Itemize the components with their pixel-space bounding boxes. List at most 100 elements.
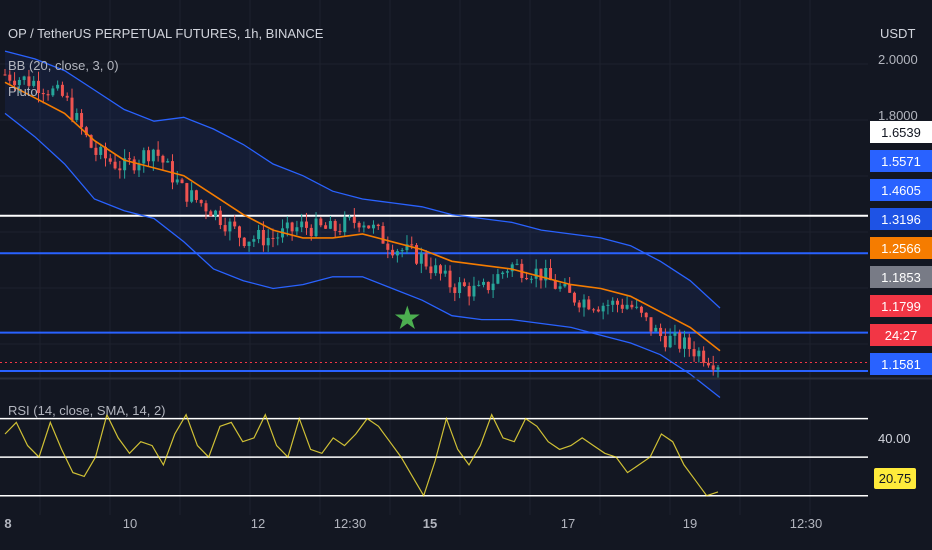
- candle-body: [558, 286, 562, 289]
- candle-body: [324, 225, 328, 229]
- candle-body: [553, 280, 557, 289]
- price-label-bg: [870, 179, 932, 201]
- pluto-indicator-label[interactable]: Pluto: [8, 84, 38, 99]
- price-label-text: 1.5571: [881, 154, 921, 169]
- candle-body: [218, 210, 222, 226]
- candle-body: [194, 190, 198, 200]
- candle-body: [94, 147, 98, 155]
- candle-body: [257, 230, 261, 240]
- candle-body: [702, 350, 706, 363]
- candle-body: [467, 286, 471, 297]
- candle-body: [156, 149, 160, 156]
- candle-body: [56, 84, 60, 89]
- time-axis[interactable]: 8 10 12 12:30 15 17 19 12:30: [4, 516, 822, 531]
- candle-body: [644, 312, 648, 318]
- bb-lower-line: [4, 112, 721, 399]
- candle-body: [84, 127, 88, 136]
- candle-body: [649, 317, 653, 332]
- rsi-line: [4, 412, 719, 498]
- candle-body: [582, 299, 586, 308]
- candle-body: [587, 299, 591, 310]
- candle-body: [118, 168, 122, 171]
- candle-body: [371, 224, 375, 229]
- candle-body: [529, 278, 533, 280]
- candle-body: [237, 226, 241, 238]
- candle-body: [572, 292, 576, 303]
- candle-body: [611, 300, 615, 305]
- bb-indicator-label[interactable]: BB (20, close, 3, 0): [8, 58, 119, 73]
- candle-body: [309, 227, 313, 237]
- candle-body: [568, 283, 572, 293]
- candle-body: [525, 277, 529, 280]
- candle-body: [438, 265, 442, 274]
- candle-body: [99, 146, 103, 155]
- candlestick-series: [3, 69, 720, 379]
- candle-body: [596, 309, 600, 312]
- candle-body: [60, 84, 64, 96]
- candle-body: [376, 224, 380, 227]
- candle-body: [261, 230, 265, 246]
- candle-body: [482, 281, 486, 285]
- currency-label: USDT: [880, 26, 915, 41]
- time-axis-label: 12:30: [334, 516, 367, 531]
- bollinger-band-fill: [5, 51, 720, 398]
- price-label-bg: [870, 266, 932, 288]
- candle-body: [510, 264, 514, 272]
- candle-body: [175, 179, 179, 183]
- candle-body: [453, 287, 457, 294]
- candle-body: [343, 217, 347, 233]
- time-axis-label: 12: [251, 516, 265, 531]
- candle-body: [501, 272, 505, 275]
- candle-body: [166, 161, 170, 163]
- bb-upper-line: [4, 50, 721, 309]
- bb-band-fill: [5, 51, 720, 398]
- time-axis-label: 12:30: [790, 516, 823, 531]
- candle-body: [75, 113, 79, 120]
- candle-body: [386, 243, 390, 250]
- chart-title: OP / TetherUS PERPETUAL FUTURES, 1h, BIN…: [8, 26, 324, 41]
- candle-body: [233, 221, 237, 227]
- candle-body: [51, 88, 55, 96]
- candle-body: [70, 97, 74, 120]
- candle-body: [161, 155, 165, 163]
- price-label-text: 1.6539: [881, 125, 921, 140]
- candle-body: [687, 337, 691, 350]
- candle-body: [477, 284, 481, 286]
- time-axis-label: 15: [423, 516, 437, 531]
- candle-body: [266, 237, 270, 246]
- price-label-text: 1.4605: [881, 183, 921, 198]
- price-label-bg: [870, 295, 932, 317]
- candle-body: [381, 226, 385, 244]
- candle-body: [247, 241, 251, 247]
- grid-lines: [0, 0, 868, 515]
- candle-body: [328, 221, 332, 229]
- candle-body: [8, 74, 12, 81]
- candle-body: [663, 336, 667, 348]
- candle-body: [89, 135, 93, 148]
- candle-body: [472, 285, 476, 297]
- candle-body: [625, 304, 629, 309]
- candle-body: [199, 199, 203, 204]
- candle-body: [36, 80, 40, 93]
- candle-body: [108, 158, 112, 162]
- y-tick-label: 2.0000: [878, 52, 918, 67]
- price-label-text: 1.1581: [881, 357, 921, 372]
- candle-body: [214, 210, 218, 217]
- time-axis-label: 10: [123, 516, 137, 531]
- candle-body: [151, 149, 155, 162]
- candle-body: [592, 309, 596, 311]
- candle-body: [271, 237, 275, 239]
- candle-body: [549, 268, 553, 281]
- price-label-text: 24:27: [885, 328, 918, 343]
- candle-body: [400, 250, 404, 252]
- candle-body: [458, 282, 462, 294]
- time-axis-label: 8: [4, 516, 11, 531]
- rsi-indicator-label[interactable]: RSI (14, close, SMA, 14, 2): [8, 403, 166, 418]
- price-scale[interactable]: USDT 2.0000 1.8000: [878, 26, 918, 123]
- candle-body: [17, 79, 21, 86]
- price-labels: 1.6539 1.5571 1.4605 1.3196 1.2566 1.1853 1.17…: [870, 121, 932, 375]
- price-label-text: 1.3196: [881, 212, 921, 227]
- candle-body: [391, 249, 395, 256]
- price-label-bg: [870, 324, 932, 346]
